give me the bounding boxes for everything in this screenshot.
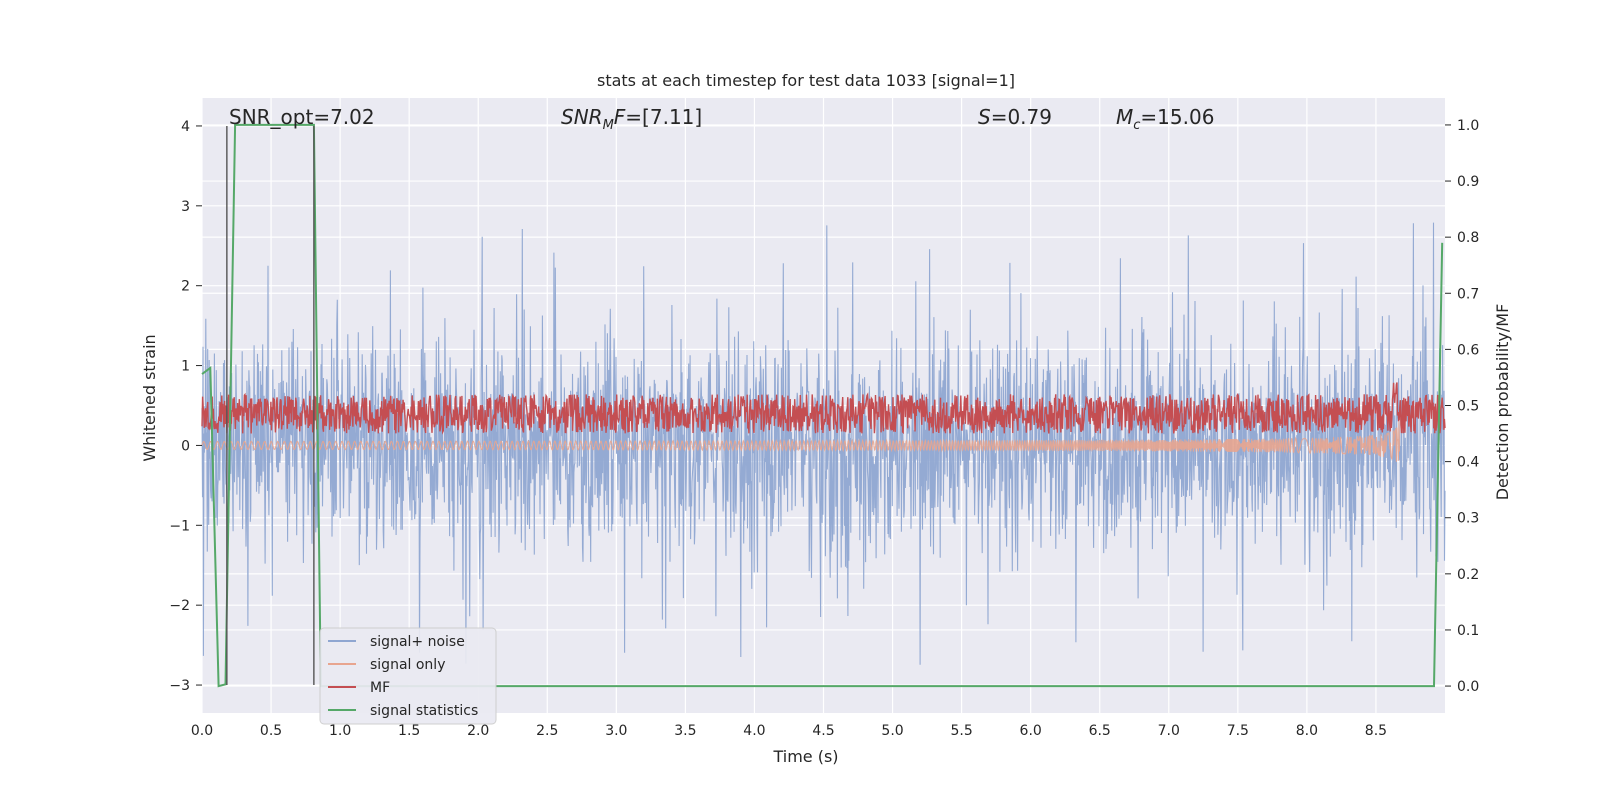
y2-tick-label: 0.7: [1457, 286, 1479, 302]
legend-label-mf: MF: [370, 680, 390, 696]
x-axis-label: Time (s): [772, 747, 838, 766]
y2-tick-label: 1.0: [1457, 118, 1479, 134]
chart-title: stats at each timestep for test data 103…: [597, 71, 1015, 90]
y-axis-label: Whitened strain: [140, 334, 159, 461]
y-tick-label: 2: [181, 279, 190, 295]
x-tick-label: 3.5: [674, 723, 696, 739]
x-tick-label: 5.0: [881, 723, 903, 739]
series-signal-statistics: [201, 123, 1444, 688]
series-signal-only: [201, 418, 1400, 462]
x-tick-label: 8.5: [1365, 723, 1387, 739]
y2-tick-label: 0.0: [1457, 679, 1479, 695]
x-tick-label: 6.5: [1089, 723, 1111, 739]
legend-label-signal-statistics: signal statistics: [370, 703, 478, 719]
x-tick-label: 5.5: [950, 723, 972, 739]
y-tick-label: 4: [181, 119, 190, 135]
y2-tick-label: 0.9: [1457, 174, 1479, 190]
x-tick-label: 8.0: [1296, 723, 1318, 739]
x-tick-label: 2.5: [536, 723, 558, 739]
y2-tick-label: 0.1: [1457, 623, 1479, 639]
y2-tick-label: 0.8: [1457, 230, 1479, 246]
y-tick-label: −1: [169, 518, 190, 534]
x-tick-label: 6.0: [1020, 723, 1042, 739]
x-tick-label: 2.0: [467, 723, 489, 739]
x-tick-label: 4.0: [743, 723, 765, 739]
y-tick-label: 3: [181, 199, 190, 215]
y2-tick-label: 0.2: [1457, 567, 1479, 583]
y2-tick-label: 0.3: [1457, 511, 1479, 527]
x-tick-label: 7.5: [1227, 723, 1249, 739]
legend-label-signal-noise: signal+ noise: [370, 634, 465, 650]
x-tick-label: 3.0: [605, 723, 627, 739]
y-tick-label: −3: [169, 678, 190, 694]
y-tick-label: −2: [169, 598, 190, 614]
y-tick-label: 0: [181, 438, 190, 454]
series-signal-noise: [201, 222, 1446, 665]
x-tick-label: 0.0: [191, 723, 213, 739]
annotation-s: S=0.79: [978, 105, 1052, 129]
legend: signal+ noise signal only MF signal stat…: [319, 627, 497, 725]
y2-axis-label: Detection probability/MF: [1493, 304, 1512, 501]
annotation-mc-value: =15.06: [1140, 105, 1214, 129]
legend-label-signal-only: signal only: [370, 657, 445, 673]
annotation-snr-mf: SNRMF=[7.11]: [561, 105, 702, 133]
x-tick-label: 0.5: [260, 723, 282, 739]
x-tick-label: 1.0: [329, 723, 351, 739]
x-tick-label: 4.5: [812, 723, 834, 739]
annotation-snr-opt: SNR_opt=7.02: [229, 105, 375, 129]
y2-tick-label: 0.4: [1457, 455, 1479, 471]
y2-tick-label: 0.5: [1457, 399, 1479, 415]
y2-tick-label: 0.6: [1457, 342, 1479, 358]
y-tick-label: 1: [181, 359, 190, 375]
annotation-s-value: =0.79: [991, 105, 1052, 129]
series-mf: [201, 382, 1446, 435]
annotation-mc: Mc=15.06: [1116, 105, 1214, 133]
annotation-snr-mf-value: =[7.11]: [625, 105, 702, 129]
x-tick-label: 7.0: [1158, 723, 1180, 739]
x-tick-label: 1.5: [398, 723, 420, 739]
legend-box: [319, 627, 497, 725]
